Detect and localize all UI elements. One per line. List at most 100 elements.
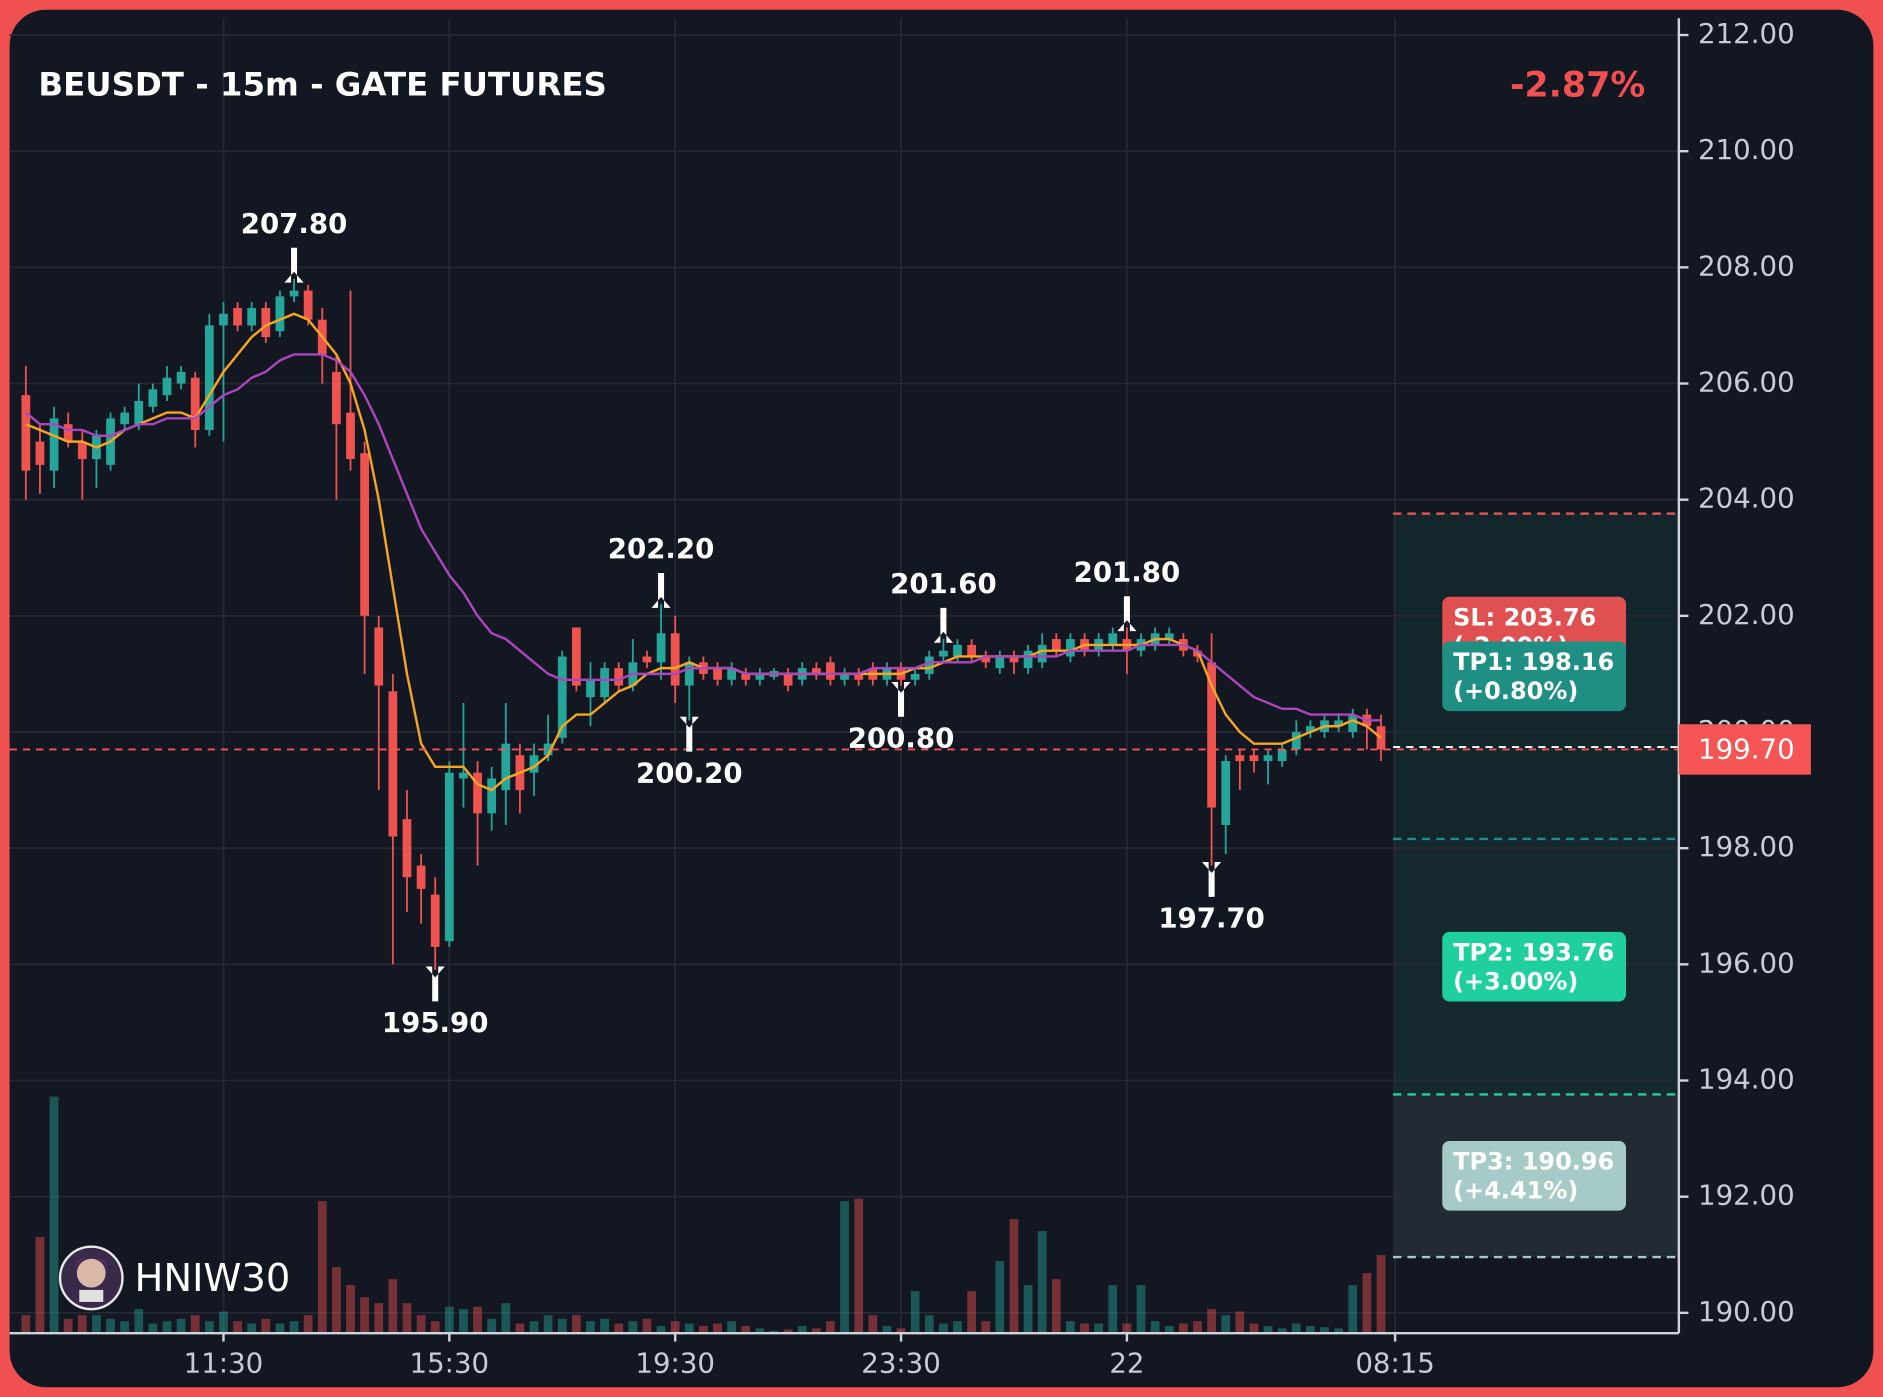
volume-bar <box>1193 1321 1202 1334</box>
volume-bar <box>1263 1325 1273 1334</box>
volume-bar <box>924 1315 934 1334</box>
volume-bar <box>557 1318 567 1334</box>
volume-bar <box>571 1315 581 1334</box>
level-box <box>1442 931 1627 1002</box>
volume-bar <box>21 1315 31 1334</box>
volume-bar <box>1037 1231 1047 1334</box>
volume-bar <box>416 1315 426 1334</box>
volume-bar <box>190 1315 200 1334</box>
volume-bar <box>1362 1273 1372 1334</box>
y-tick-label: 210.00 <box>1698 133 1795 166</box>
candle-body <box>840 673 849 680</box>
candle-body <box>811 668 821 674</box>
volume-bar <box>289 1321 299 1334</box>
candle-body <box>1306 726 1315 733</box>
change-label: -2.87% <box>1510 66 1645 106</box>
volume-bar <box>92 1315 101 1334</box>
candle-body <box>247 308 257 326</box>
ma-line <box>25 353 1382 722</box>
candle-body <box>388 691 398 837</box>
candle-body <box>1263 755 1273 762</box>
volume-bar <box>939 1323 948 1334</box>
candle-body <box>63 424 73 442</box>
candle-body <box>430 894 440 947</box>
x-tick-label: 15:30 <box>410 1346 490 1379</box>
candle-body <box>176 371 186 384</box>
candle-body <box>727 668 737 680</box>
level-label: TP1: 198.16 <box>1453 648 1614 676</box>
volume-bar <box>840 1201 849 1334</box>
volume-bar <box>628 1321 638 1334</box>
avatar <box>58 1245 124 1311</box>
annotation-arrow <box>651 573 671 608</box>
candle-body <box>444 772 454 942</box>
candle-body <box>1009 656 1019 663</box>
volume-bar <box>501 1303 511 1334</box>
last-price-tag <box>1678 724 1811 775</box>
candle-body <box>557 656 567 738</box>
candle-body <box>374 627 384 686</box>
candle-body <box>162 377 172 396</box>
candle-body <box>783 673 793 686</box>
volume-bar <box>35 1237 45 1334</box>
candle-body <box>134 400 144 425</box>
candle-body <box>402 819 412 878</box>
level-note: (+3.00%) <box>1453 967 1578 995</box>
volume-bar <box>473 1306 482 1334</box>
candle-body <box>854 673 864 680</box>
candle-body <box>35 441 45 465</box>
volume-bar <box>684 1323 694 1334</box>
candle-body <box>289 290 299 297</box>
candle-body <box>600 668 609 698</box>
volume-bar <box>811 1328 821 1334</box>
candle-body <box>826 662 835 680</box>
candle-body <box>332 371 341 425</box>
volume-bar <box>854 1198 864 1334</box>
volume-bar <box>275 1323 285 1334</box>
candle-body <box>684 662 694 686</box>
volume-bar <box>896 1328 906 1334</box>
candle-body <box>21 395 31 471</box>
y-tick-label: 198.00 <box>1698 830 1795 863</box>
x-tick-label: 08:15 <box>1355 1346 1435 1379</box>
volume-bar <box>515 1323 525 1334</box>
candle-body <box>49 418 59 471</box>
volume-bar <box>49 1096 59 1334</box>
volume-bar <box>1207 1309 1216 1334</box>
y-tick-label: 204.00 <box>1698 482 1795 515</box>
annotation-arrow <box>284 247 304 283</box>
candle-body <box>148 389 158 407</box>
volume-bar <box>1164 1325 1174 1334</box>
volume-bar <box>233 1321 242 1334</box>
volume-bar <box>106 1318 115 1334</box>
level-label: TP2: 193.76 <box>1453 938 1614 966</box>
candle-body <box>346 412 355 460</box>
candle-body <box>1164 633 1174 640</box>
level-box <box>1442 1140 1627 1211</box>
candle-body <box>1334 720 1344 727</box>
candle-body <box>614 668 624 686</box>
volume-bar <box>1334 1328 1344 1334</box>
volume-bar <box>529 1321 539 1334</box>
volume-bar <box>741 1325 751 1334</box>
volume-bar <box>967 1291 977 1334</box>
y-tick-label: 206.00 <box>1698 366 1795 399</box>
volume-bar <box>176 1318 186 1334</box>
volume-bar <box>1291 1323 1301 1334</box>
annotation-label: 195.90 <box>382 1006 489 1039</box>
volume-bar <box>430 1321 440 1334</box>
volume-bar <box>699 1325 708 1334</box>
candle-body <box>261 308 271 338</box>
candle-body <box>77 441 87 460</box>
candle-body <box>755 673 765 680</box>
annotation-arrow <box>425 966 445 1002</box>
candle-body <box>586 679 595 698</box>
watermark: HNIW30 <box>135 1256 291 1301</box>
volume-bar <box>317 1201 327 1334</box>
volume-bar <box>586 1321 595 1334</box>
volume-bar <box>1136 1285 1146 1334</box>
candle-body <box>713 668 722 680</box>
annotation-label: 197.70 <box>1158 902 1265 935</box>
candle-body <box>924 656 934 674</box>
volume-bar <box>642 1318 652 1334</box>
